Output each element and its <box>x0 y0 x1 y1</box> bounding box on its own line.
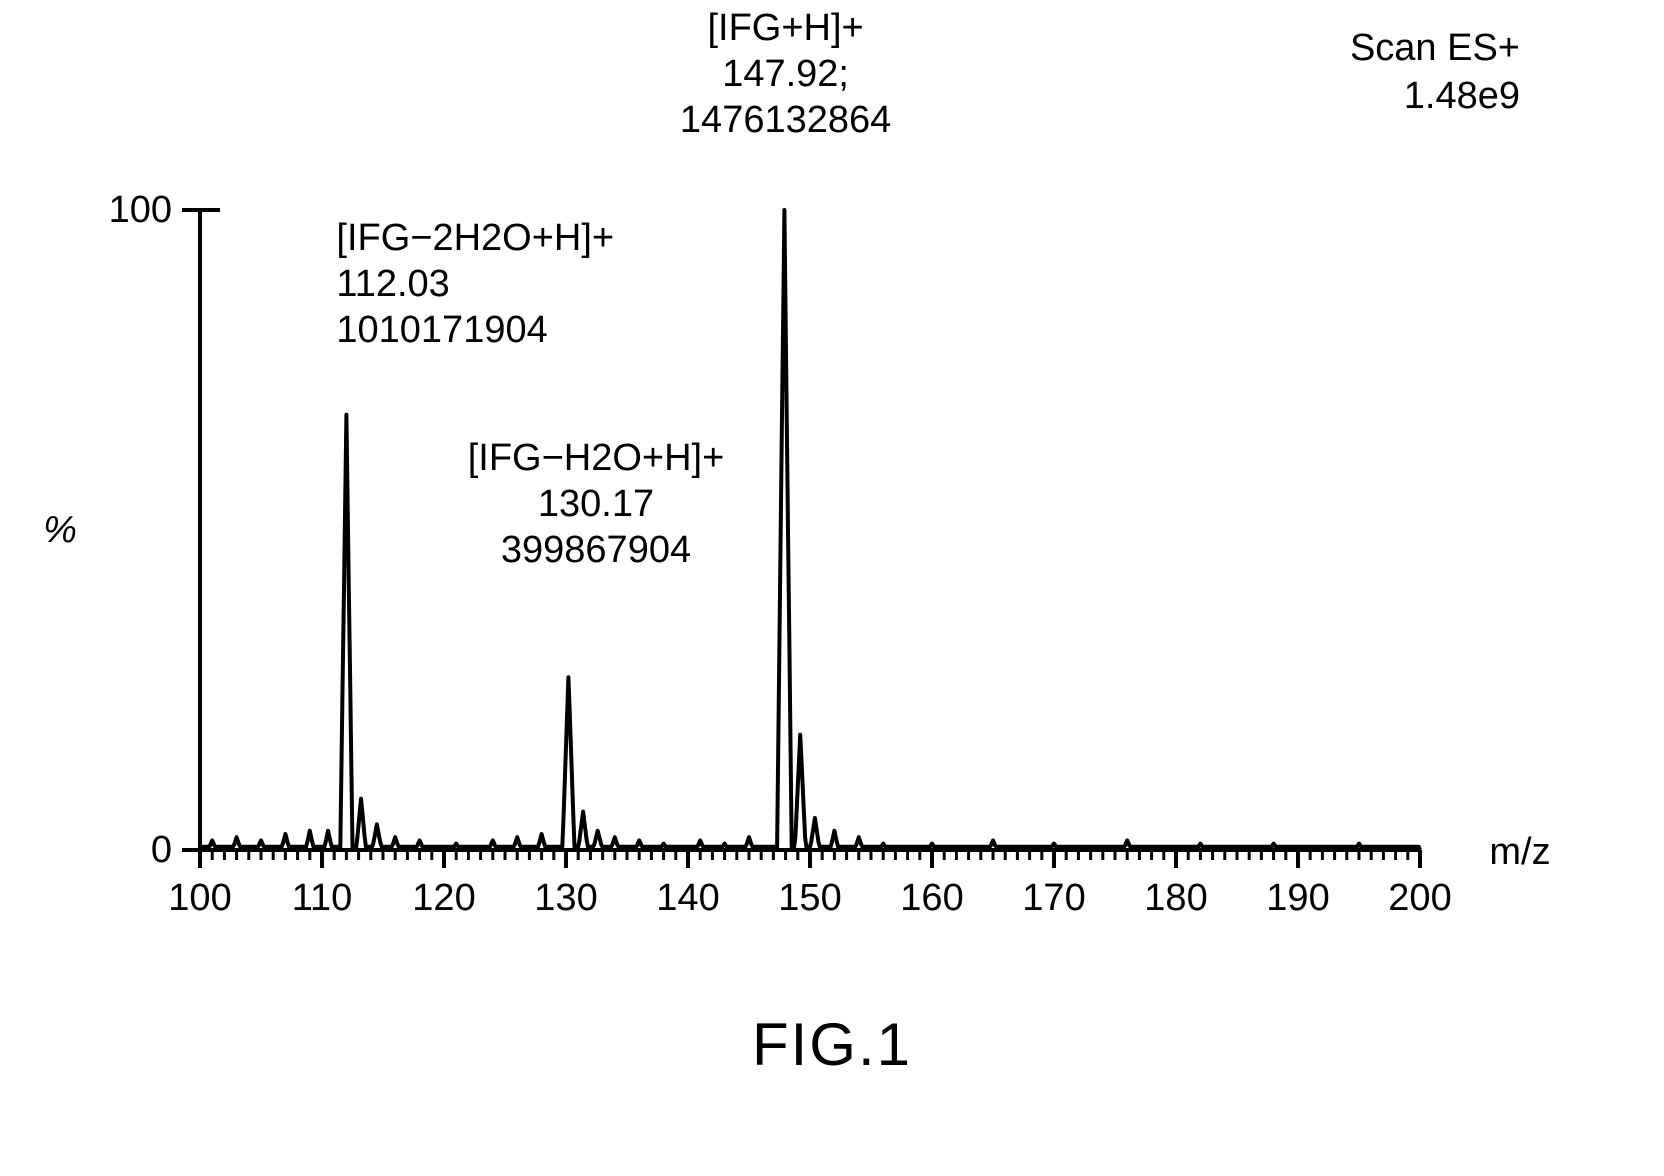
x-tick-label: 120 <box>412 877 475 919</box>
peak-label-line: 112.03 <box>336 263 449 305</box>
peak-label-line: 130.17 <box>538 483 654 525</box>
peak-label-line: [IFG−2H2O+H]+ <box>336 217 614 259</box>
peak-label-line: 147.92; <box>722 53 849 95</box>
x-tick-label: 170 <box>1022 877 1085 919</box>
peak-label-line: [IFG+H]+ <box>707 7 863 49</box>
y-axis <box>200 210 220 850</box>
peak-ifg-label: [IFG+H]+147.92;1476132864 <box>680 7 891 141</box>
peak-label-line: [IFG−H2O+H]+ <box>468 437 725 479</box>
scan-mode-label: Scan ES+ <box>1350 27 1520 69</box>
x-tick-label: 190 <box>1266 877 1329 919</box>
y-tick-label: 100 <box>109 189 172 231</box>
mass-spectrum-chart: 0 100% 100 110 120 130 140 150 160 170 180 190 200 m/… <box>0 0 1664 1176</box>
peak-label-line: 1476132864 <box>680 99 891 141</box>
x-tick-label: 160 <box>900 877 963 919</box>
x-axis-title: m/z <box>1489 831 1550 873</box>
y-tick-label: 0 <box>151 829 172 871</box>
peak-ifg-2h2o-label: [IFG−2H2O+H]+112.031010171904 <box>336 217 614 351</box>
x-tick-label: 130 <box>534 877 597 919</box>
x-tick-label: 140 <box>656 877 719 919</box>
x-tick-label: 100 <box>168 877 231 919</box>
y-axis-title: % <box>43 509 77 551</box>
x-tick-label: 150 <box>778 877 841 919</box>
peak-ifg-h2o-label: [IFG−H2O+H]+130.17399867904 <box>468 437 725 571</box>
x-tick-label: 110 <box>292 877 353 919</box>
figure-caption: FIG.1 <box>0 1010 1664 1079</box>
figure-container: 0 100% 100 110 120 130 140 150 160 170 180 190 200 m/… <box>0 0 1664 1176</box>
x-tick-label: 200 <box>1388 877 1451 919</box>
scan-intensity-label: 1.48e9 <box>1404 75 1520 117</box>
peak-label-line: 399867904 <box>501 529 691 571</box>
peak-label-line: 1010171904 <box>336 309 547 351</box>
x-tick-label: 180 <box>1144 877 1207 919</box>
spectrum-trace <box>200 210 1420 850</box>
